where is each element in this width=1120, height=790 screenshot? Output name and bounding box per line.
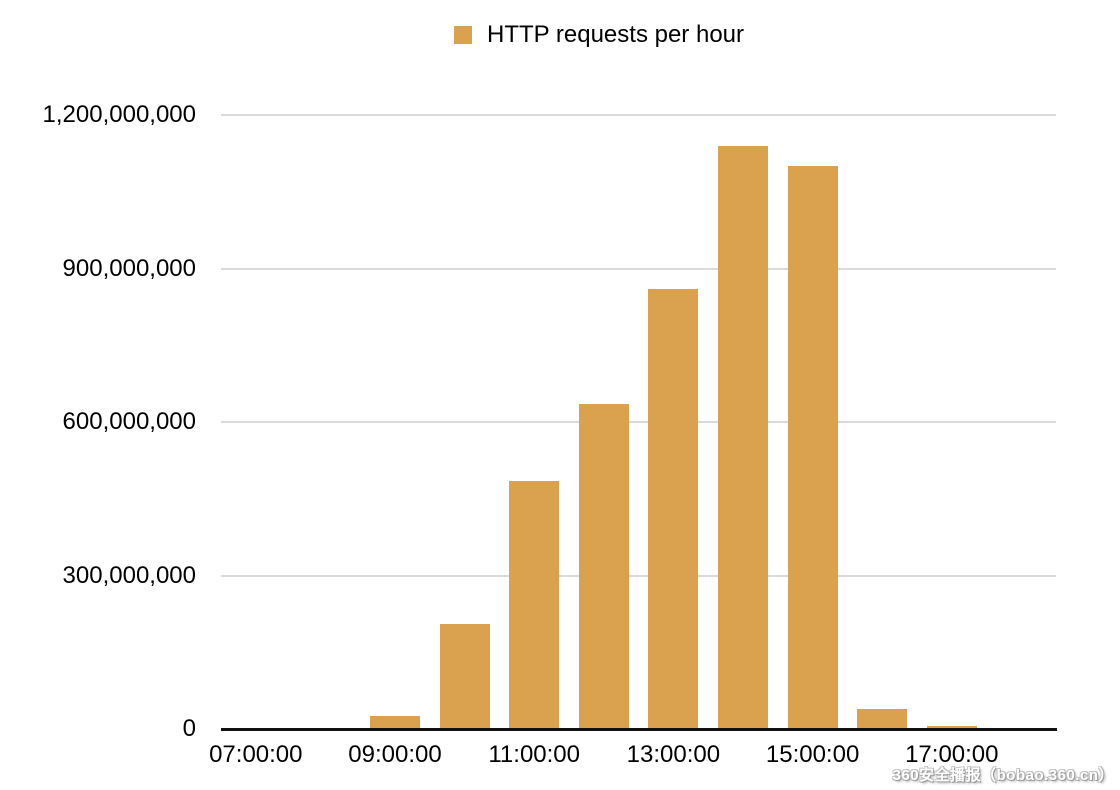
y-tick-label: 600,000,000 — [62, 408, 196, 435]
y-tick-label: 300,000,000 — [62, 561, 196, 589]
legend-swatch-icon — [454, 26, 472, 44]
bar-11:00:00 — [509, 480, 560, 729]
y-tick-label: 1,200,000,000 — [42, 101, 196, 128]
x-tick-label: 07:00:00 — [209, 741, 303, 768]
gridline — [221, 421, 1056, 423]
bar-17:00:00 — [926, 725, 977, 729]
x-tick-label: 13:00:00 — [626, 741, 721, 768]
x-tick-label: 09:00:00 — [348, 741, 442, 768]
y-tick-label: 0 — [182, 715, 196, 742]
x-axis-line — [221, 728, 1057, 731]
gridline — [221, 574, 1056, 577]
gridline — [221, 267, 1056, 270]
bar-12:00:00 — [578, 404, 629, 729]
bar-14:00:00 — [718, 145, 768, 729]
legend-label: HTTP requests per hour — [487, 21, 745, 48]
chart-legend: HTTP requests per hour — [454, 21, 745, 48]
watermark: 360安全播报（bobao.360.cn） — [892, 767, 1114, 784]
bar-13:00:00 — [648, 289, 699, 729]
x-tick-label: 15:00:00 — [765, 741, 860, 768]
gridline — [221, 114, 1056, 116]
bar-16:00:00 — [857, 708, 908, 729]
bar-10:00:00 — [439, 624, 490, 729]
plot-area — [221, 114, 1056, 729]
y-axis-labels: 0 300,000,000 600,000,000 900,000,000 1,200,… — [0, 0, 196, 790]
x-tick-label: 11:00:00 — [488, 741, 580, 768]
bar-09:00:00 — [370, 716, 420, 729]
y-tick-label: 900,000,000 — [62, 254, 196, 282]
x-axis-labels: 07:00:00 09:00:00 11:00:00 13:00:00 15:00:00… — [0, 741, 1120, 771]
x-tick-label: 17:00:00 — [905, 741, 999, 768]
bar-15:00:00 — [787, 166, 838, 729]
